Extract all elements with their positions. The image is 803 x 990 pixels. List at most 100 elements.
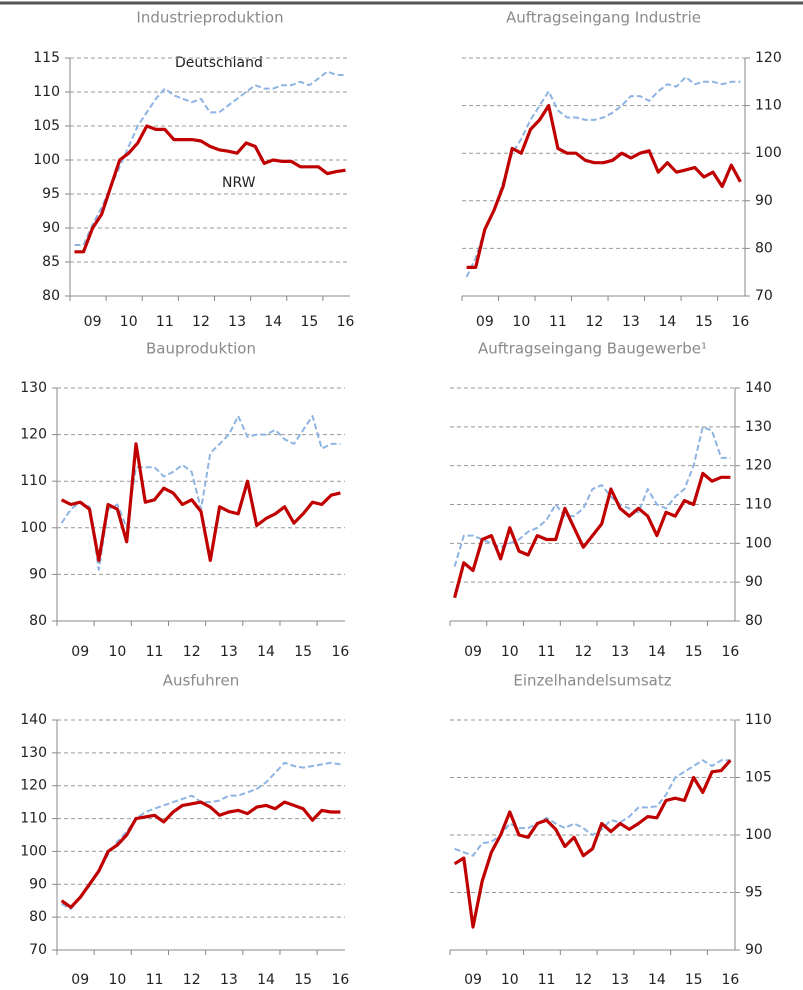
x-tick-label: 16 (331, 972, 349, 988)
x-tick-label: 14 (257, 644, 275, 660)
x-tick-label: 11 (146, 972, 164, 988)
y-tick-label: 90 (745, 942, 763, 958)
y-tick-label: 120 (20, 778, 47, 794)
y-tick-label: 70 (29, 942, 47, 958)
x-tick-label: 15 (294, 644, 312, 660)
x-tick-label: 09 (71, 972, 89, 988)
y-tick-label: 130 (20, 380, 47, 396)
y-tick-label: 110 (745, 712, 772, 728)
x-tick-label: 15 (294, 972, 312, 988)
chart-title: Auftragseingang Industrie (506, 9, 701, 27)
y-tick-label: 90 (29, 876, 47, 892)
y-tick-label: 90 (745, 574, 763, 590)
y-tick-label: 80 (755, 240, 773, 256)
y-tick-label: 110 (745, 497, 772, 513)
x-tick-label: 12 (574, 644, 592, 660)
x-tick-label: 12 (183, 972, 201, 988)
x-tick-label: 15 (300, 314, 318, 330)
x-tick-label: 12 (574, 972, 592, 988)
chart-title: Bauproduktion (146, 340, 256, 358)
y-tick-label: 80 (29, 613, 47, 629)
x-tick-label: 10 (120, 314, 138, 330)
series-line (465, 76, 741, 278)
y-tick-label: 110 (755, 98, 782, 114)
x-tick-label: 13 (611, 972, 629, 988)
chart-title: Einzelhandelsumsatz (513, 672, 671, 690)
series-line (453, 425, 731, 567)
x-tick-label: 16 (732, 314, 750, 330)
x-tick-label: 13 (220, 972, 238, 988)
x-tick-label: 14 (658, 314, 676, 330)
y-tick-label: 130 (745, 419, 772, 435)
y-tick-label: 140 (20, 712, 47, 728)
y-tick-label: 110 (33, 84, 60, 100)
x-tick-label: 14 (257, 972, 275, 988)
x-tick-label: 10 (501, 972, 519, 988)
x-tick-label: 14 (648, 644, 666, 660)
y-tick-label: 105 (33, 118, 60, 134)
y-tick-label: 90 (755, 193, 773, 209)
y-tick-label: 110 (20, 473, 47, 489)
series-line (453, 471, 731, 599)
y-tick-label: 120 (20, 427, 47, 443)
y-tick-label: 95 (745, 885, 763, 901)
series-line (60, 442, 341, 562)
x-tick-label: 09 (84, 314, 102, 330)
x-tick-label: 13 (228, 314, 246, 330)
series-line (60, 800, 341, 909)
x-tick-label: 09 (71, 644, 89, 660)
y-tick-label: 80 (42, 288, 60, 304)
series-line (74, 70, 346, 246)
x-tick-label: 15 (685, 972, 703, 988)
chart-title: Auftragseingang Baugewerbe¹ (478, 340, 707, 358)
y-tick-label: 100 (745, 827, 772, 843)
x-tick-label: 11 (156, 314, 174, 330)
y-tick-label: 120 (755, 50, 782, 66)
y-tick-label: 100 (20, 843, 47, 859)
series-annotation: NRW (222, 175, 256, 191)
y-tick-label: 140 (745, 380, 772, 396)
y-tick-label: 100 (20, 520, 47, 536)
series-line (61, 761, 341, 910)
x-tick-label: 13 (611, 644, 629, 660)
x-tick-label: 14 (264, 314, 282, 330)
x-tick-label: 12 (192, 314, 210, 330)
y-tick-label: 85 (42, 254, 60, 270)
x-tick-label: 11 (538, 972, 556, 988)
x-tick-label: 09 (464, 972, 482, 988)
series-line (74, 124, 346, 254)
y-tick-label: 90 (29, 566, 47, 582)
x-tick-label: 11 (146, 644, 164, 660)
chart-title: Industrieproduktion (136, 9, 283, 27)
x-tick-label: 10 (501, 644, 519, 660)
series-line (453, 759, 732, 929)
y-tick-label: 115 (33, 50, 60, 66)
x-tick-label: 14 (648, 972, 666, 988)
x-tick-label: 10 (108, 972, 126, 988)
x-tick-label: 16 (721, 644, 739, 660)
y-tick-label: 80 (745, 613, 763, 629)
x-tick-label: 15 (685, 644, 703, 660)
x-tick-label: 09 (476, 314, 494, 330)
x-tick-label: 13 (622, 314, 640, 330)
y-tick-label: 95 (42, 186, 60, 202)
y-tick-label: 90 (42, 220, 60, 236)
x-tick-label: 12 (585, 314, 603, 330)
y-tick-label: 100 (33, 152, 60, 168)
y-tick-label: 100 (755, 145, 782, 161)
y-tick-label: 105 (745, 770, 772, 786)
x-tick-label: 09 (464, 644, 482, 660)
series-line (466, 104, 742, 269)
x-tick-label: 11 (549, 314, 567, 330)
x-tick-label: 16 (337, 314, 355, 330)
y-tick-label: 80 (29, 909, 47, 925)
x-tick-label: 16 (331, 644, 349, 660)
y-tick-label: 100 (745, 535, 772, 551)
y-tick-label: 70 (755, 288, 773, 304)
x-tick-label: 13 (220, 644, 238, 660)
x-tick-label: 11 (538, 644, 556, 660)
y-tick-label: 120 (745, 458, 772, 474)
series-line (60, 415, 341, 571)
x-tick-label: 10 (108, 644, 126, 660)
